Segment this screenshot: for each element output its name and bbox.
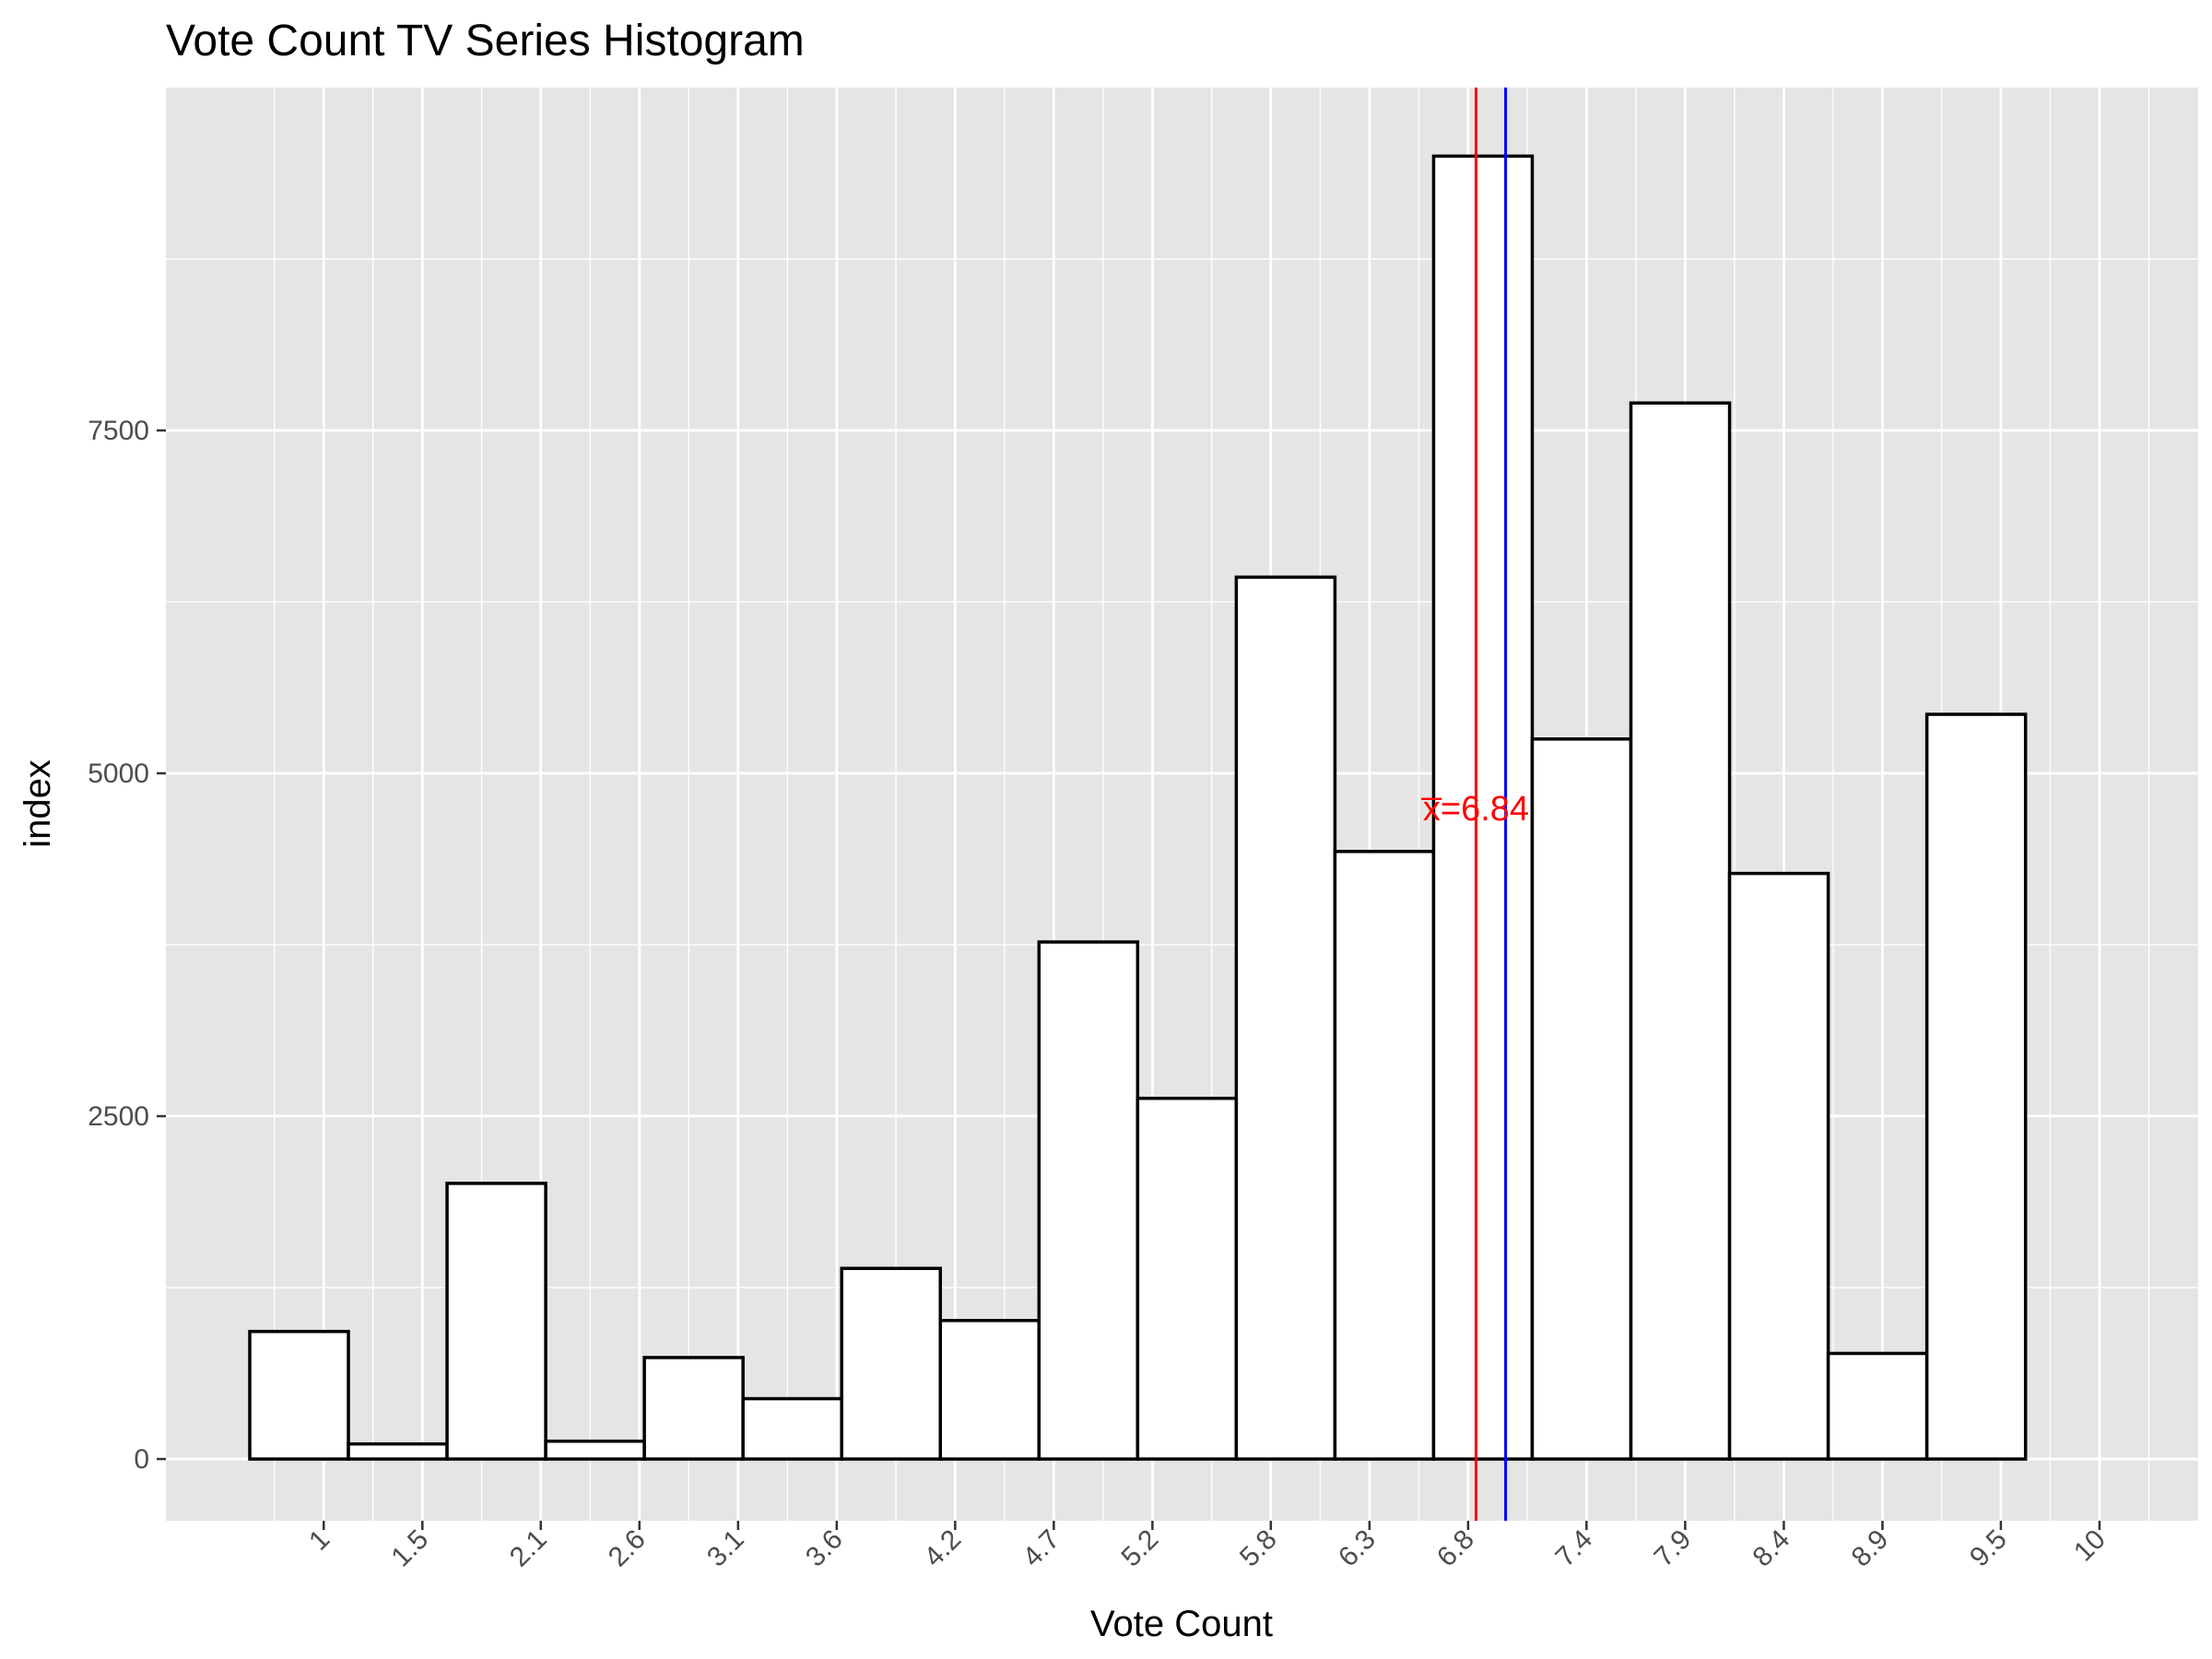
x-tick-label: 3.1 (701, 1524, 750, 1573)
x-tick-label: 10 (2068, 1524, 2112, 1568)
x-tick-label: 7.4 (1549, 1524, 1598, 1573)
x-tick-label: 9.5 (1964, 1524, 2013, 1573)
y-tick-label: 2500 (88, 1101, 149, 1132)
x-tick-label: 7.9 (1649, 1524, 1698, 1573)
histogram-bar (840, 1266, 943, 1461)
x-tick-label: 8.4 (1747, 1524, 1796, 1573)
y-axis-title: index (18, 759, 58, 848)
mean-annotation: x̅=6.84 (1420, 790, 1529, 829)
histogram-bar (741, 1396, 843, 1461)
histogram-bar (1431, 154, 1535, 1461)
x-tick-label: 8.9 (1846, 1524, 1895, 1573)
minor-y-gridlines (166, 258, 2198, 1288)
x-tick-label: 2.1 (504, 1524, 553, 1573)
histogram-bar (1826, 1351, 1929, 1461)
x-tick-label: 5.2 (1116, 1524, 1165, 1573)
histogram-bar (1924, 712, 2028, 1461)
chart-title: Vote Count TV Series Histogram (166, 17, 805, 65)
y-axis: 0 2500 5000 7500 (88, 416, 166, 1475)
x-tick-label: 2.6 (603, 1524, 652, 1573)
histogram-bar (445, 1182, 547, 1461)
histogram-bar (1037, 940, 1140, 1461)
x-tick-label: 1.5 (385, 1524, 434, 1573)
y-tick-label: 0 (134, 1444, 149, 1475)
y-tick-label: 5000 (88, 759, 149, 789)
x-tick-label: 1 (303, 1524, 335, 1557)
histogram-bar (1135, 1096, 1239, 1461)
histogram-bar (347, 1441, 449, 1461)
histogram-bar (1333, 850, 1436, 1461)
x-tick-label: 4.7 (1017, 1524, 1065, 1573)
x-tick-label: 5.8 (1234, 1524, 1283, 1573)
histogram-bar (1727, 871, 1830, 1461)
histogram-bar (248, 1329, 350, 1461)
y-tick-label: 7500 (88, 416, 149, 446)
histogram-bar (642, 1356, 745, 1461)
x-tick-label: 6.8 (1431, 1524, 1480, 1573)
x-tick-label: 4.2 (918, 1524, 967, 1573)
histogram-bar (1629, 401, 1732, 1461)
x-axis: 1 1.5 2.1 2.6 3.1 3.6 4.2 4.7 5.2 5.8 6.3 6.8 7.4 7.9… (303, 1521, 2112, 1572)
histogram-bar (1234, 575, 1337, 1461)
histogram-bar (1530, 737, 1633, 1461)
histogram-bars (248, 154, 2028, 1461)
histogram-bar (938, 1318, 1041, 1461)
x-axis-title: Vote Count (1090, 1604, 1273, 1644)
x-tick-label: 6.3 (1333, 1524, 1382, 1573)
histogram-bar (544, 1439, 646, 1461)
x-tick-label: 3.6 (800, 1524, 849, 1573)
